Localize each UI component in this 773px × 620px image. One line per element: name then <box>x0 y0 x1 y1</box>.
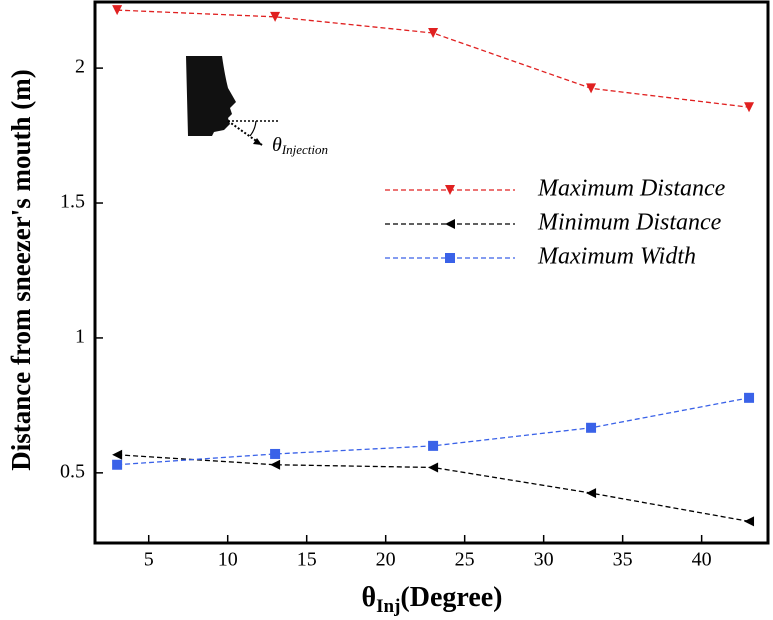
x-tick-label: 10 <box>218 549 238 571</box>
x-tick-label: 15 <box>297 549 317 571</box>
annotation-symbol: θ <box>272 134 282 156</box>
marker <box>428 462 439 473</box>
plot-frame <box>93 0 770 545</box>
series-line <box>117 454 750 523</box>
marker <box>270 459 281 470</box>
x-tick-label: 20 <box>376 549 396 571</box>
marker <box>112 5 123 16</box>
x-axis-title: θInj(Degree) <box>362 582 503 617</box>
marker <box>586 488 597 499</box>
marker <box>428 28 439 39</box>
marker <box>270 448 281 459</box>
annotation-subscript: Injection <box>281 142 328 157</box>
x-tick-label: 5 <box>144 549 154 571</box>
legend-marker <box>445 219 455 229</box>
marker <box>586 422 597 433</box>
x-tick-label: 25 <box>455 549 475 571</box>
legend-label: Maximum Width <box>537 244 696 270</box>
x-axis-symbol: θ <box>362 582 377 613</box>
marker <box>270 11 281 22</box>
marker <box>112 459 123 470</box>
marker <box>744 516 755 527</box>
face-icon <box>186 56 280 146</box>
x-tick-label: 40 <box>692 549 712 571</box>
x-axis-text: (Degree) <box>400 582 502 613</box>
y-tick-label: 1 <box>75 326 85 348</box>
legend-label: Minimum Distance <box>537 210 722 236</box>
y-tick-label: 2 <box>75 56 85 78</box>
x-tick-label: 35 <box>613 549 633 571</box>
marker <box>744 392 755 403</box>
marker <box>428 440 439 451</box>
y-tick-label: 0.5 <box>60 460 85 482</box>
marker <box>586 83 597 94</box>
y-axis-title: Distance from sneezer's mouth (m) <box>6 69 36 470</box>
legend-marker <box>445 253 455 263</box>
x-tick-label: 30 <box>534 549 554 571</box>
marker <box>112 449 123 460</box>
legend-label: Maximum Distance <box>537 176 726 202</box>
annotation: θInjection <box>272 134 328 157</box>
y-tick-label: 1.5 <box>60 191 85 213</box>
marker <box>744 102 755 113</box>
legend-marker <box>445 185 455 195</box>
series-line <box>117 397 750 466</box>
x-axis-subscript: Inj <box>376 596 400 617</box>
